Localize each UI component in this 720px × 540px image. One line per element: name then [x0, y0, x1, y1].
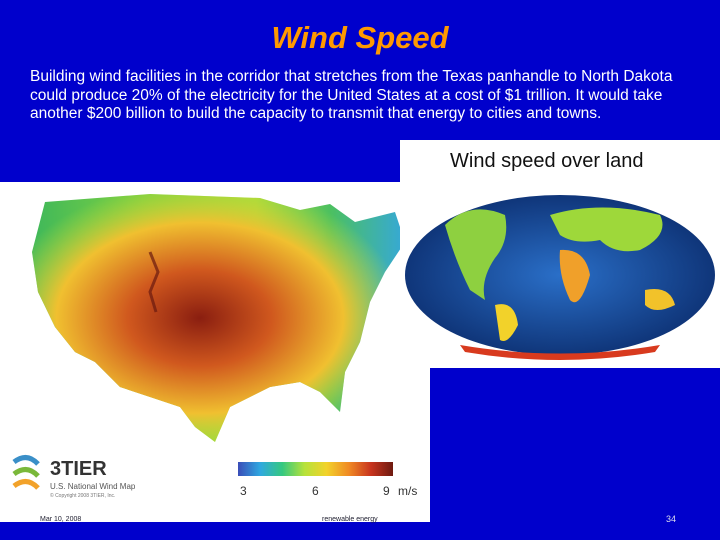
color-scale-bar [238, 462, 393, 476]
footer-center-text: renewable energy [322, 516, 378, 523]
scale-tick: 3 [240, 484, 247, 498]
logo-copyright: © Copyright 2008 3TIER, Inc. [50, 493, 116, 499]
scale-tick: 6 [312, 484, 319, 498]
slide-title: Wind Speed [271, 20, 449, 55]
world-wind-map-panel: Wind speed over land [400, 140, 720, 368]
world-map-title: Wind speed over land [450, 150, 644, 172]
page-number: 34 [666, 514, 677, 524]
logo-name: 3TIER [50, 458, 107, 480]
us-wind-map [32, 194, 405, 442]
world-wind-map [405, 195, 715, 360]
scale-tick: 9 [383, 484, 390, 498]
3tier-logo: 3TIER U.S. National Wind Map © Copyright… [10, 452, 190, 512]
scale-unit: m/s [398, 484, 418, 498]
footer-date: Mar 10, 2008 [40, 516, 82, 523]
3tier-logo-icon [12, 455, 40, 490]
slide-body-text: Building wind facilities in the corridor… [30, 68, 673, 122]
us-wind-map-panel: 3TIER U.S. National Wind Map © Copyright… [0, 182, 430, 522]
wind-speed-scale: 3 6 9 m/s [238, 458, 417, 518]
logo-subtitle: U.S. National Wind Map [50, 482, 136, 491]
